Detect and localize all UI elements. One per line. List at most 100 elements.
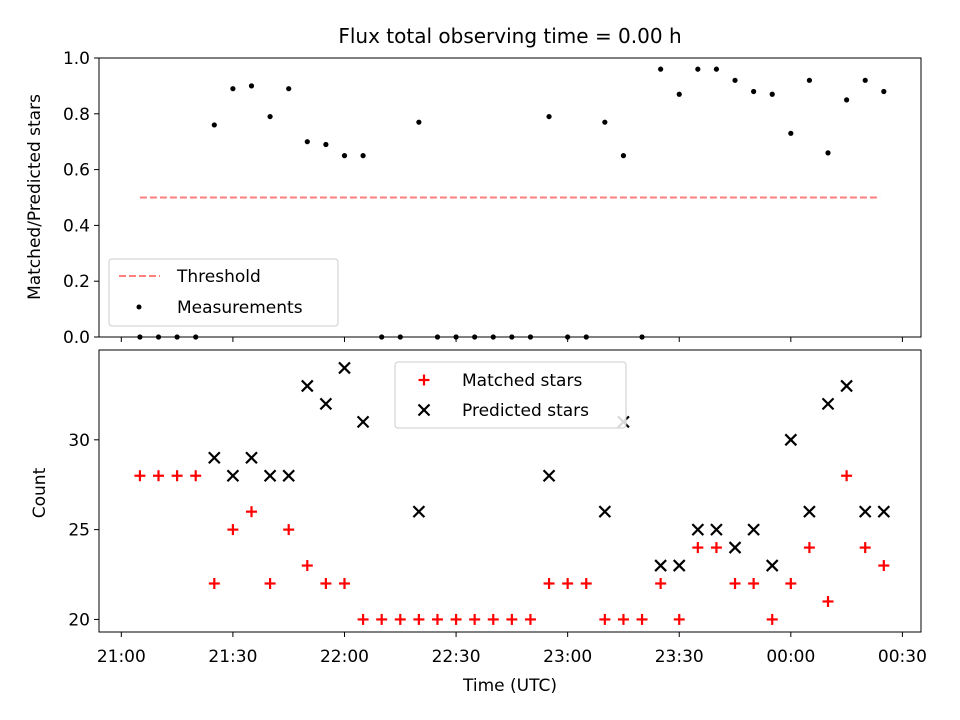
matched-point xyxy=(264,578,276,590)
measurement-point xyxy=(546,113,552,120)
predicted-point xyxy=(654,559,667,572)
predicted-point xyxy=(208,451,221,465)
bottom-ytick-label: 25 xyxy=(68,521,90,541)
matched-point xyxy=(469,613,481,625)
measurement-point xyxy=(695,66,701,72)
bottom-xtick-label: 22:30 xyxy=(432,647,481,667)
predicted-legend-swatch xyxy=(417,403,431,417)
top-ytick-label: 0.4 xyxy=(63,216,90,236)
top-axes-frame xyxy=(98,57,922,338)
matched-point xyxy=(245,506,257,518)
matched-point xyxy=(766,613,778,625)
predicted-point xyxy=(784,433,798,447)
top-ytick-label: 1.0 xyxy=(63,49,90,69)
chart-title: Flux total observing time = 0.00 h xyxy=(338,24,681,48)
measurement-point xyxy=(788,130,794,136)
bottom-xtick-label: 00:00 xyxy=(766,647,815,667)
matched-point xyxy=(859,542,871,554)
threshold-legend-label: Threshold xyxy=(176,267,261,287)
predicted-point xyxy=(710,523,723,536)
top-ytick-label: 0.0 xyxy=(63,328,90,348)
matched-point xyxy=(171,470,183,482)
matched-point xyxy=(580,578,592,590)
matched-point xyxy=(599,613,611,625)
matched-point xyxy=(841,470,853,482)
predicted-point xyxy=(598,505,612,518)
measurement-point xyxy=(806,77,813,83)
measurement-point xyxy=(658,66,664,72)
top-axes-content: 0.0 0.2 0.4 0.6 0.8 1.0 xyxy=(63,49,903,348)
matched-point xyxy=(153,470,165,482)
measurements-legend-label: Measurements xyxy=(177,298,303,318)
measurement-point xyxy=(881,88,887,95)
bottom-xtick-label: 22:00 xyxy=(320,647,369,667)
predicted-point xyxy=(747,523,760,536)
predicted-point xyxy=(691,523,705,536)
predicted-point xyxy=(412,505,426,518)
bottom-ytick-label: 30 xyxy=(68,431,90,451)
matched-point xyxy=(208,578,220,590)
top-legend: Threshold Measurements xyxy=(108,258,339,327)
measurement-point xyxy=(602,119,608,125)
matched-point xyxy=(431,613,443,625)
bottom-panel: 20 25 30 21:00 21:30 22:00 22:30 23:00 23:30 00:0… xyxy=(30,349,927,696)
top-ylabel: Matched/Predicted stars xyxy=(25,94,45,300)
predicted-point xyxy=(877,505,891,518)
matched-point xyxy=(822,595,834,607)
predicted-point xyxy=(245,451,258,465)
matched-point xyxy=(338,578,350,590)
matched-point xyxy=(506,613,518,625)
matched-point xyxy=(617,613,629,625)
matched-point xyxy=(357,613,369,625)
measurement-point xyxy=(751,88,757,95)
matched-point xyxy=(803,542,815,554)
bottom-xtick-label: 23:30 xyxy=(655,647,704,667)
measurement-point xyxy=(844,97,850,103)
measurement-point xyxy=(769,91,775,97)
measurement-point xyxy=(211,122,217,128)
top-ytick-label: 0.8 xyxy=(63,105,90,125)
measurement-point xyxy=(248,83,255,89)
measurement-point xyxy=(267,113,273,120)
predicted-point xyxy=(338,361,351,375)
matched-point xyxy=(785,578,797,590)
measurement-point xyxy=(416,119,422,125)
predicted-point xyxy=(226,469,240,483)
matched-point xyxy=(673,613,685,625)
measurement-point xyxy=(732,77,738,83)
matched-point xyxy=(413,613,425,625)
measurement-point xyxy=(713,66,720,72)
predicted-point xyxy=(765,559,779,572)
predicted-legend-marker xyxy=(417,403,431,417)
bottom-legend-box xyxy=(394,361,627,429)
measurements-legend-swatch xyxy=(136,304,142,310)
bottom-xtick-label: 21:30 xyxy=(208,647,257,667)
predicted-point xyxy=(356,415,370,429)
matched-point xyxy=(636,613,648,625)
matched-legend-swatch xyxy=(418,374,430,386)
measurement-point xyxy=(360,153,366,159)
predicted-point xyxy=(840,379,853,393)
predicted-point xyxy=(858,505,872,518)
bottom-axes-frame xyxy=(98,349,922,633)
measurement-point xyxy=(230,86,236,92)
matched-point xyxy=(450,613,462,625)
measurement-point xyxy=(862,77,868,83)
matched-point xyxy=(301,560,313,572)
matched-point xyxy=(283,524,295,536)
predicted-point xyxy=(319,397,333,411)
bottom-xtick-label: 23:00 xyxy=(543,647,592,667)
matched-point xyxy=(376,613,388,625)
measurement-point xyxy=(323,141,329,148)
bottom-ytick-label: 20 xyxy=(68,610,90,630)
matched-point xyxy=(543,578,555,590)
measurement-point xyxy=(304,139,310,145)
matched-point xyxy=(655,578,667,590)
matched-legend-label: Matched stars xyxy=(462,371,582,391)
bottom-legend: Matched stars Predicted stars xyxy=(394,361,627,429)
top-panel: 0.0 0.2 0.4 0.6 0.8 1.0 Matched/Predicted sta… xyxy=(25,49,922,348)
predicted-point xyxy=(803,505,816,518)
matched-point xyxy=(394,613,406,625)
